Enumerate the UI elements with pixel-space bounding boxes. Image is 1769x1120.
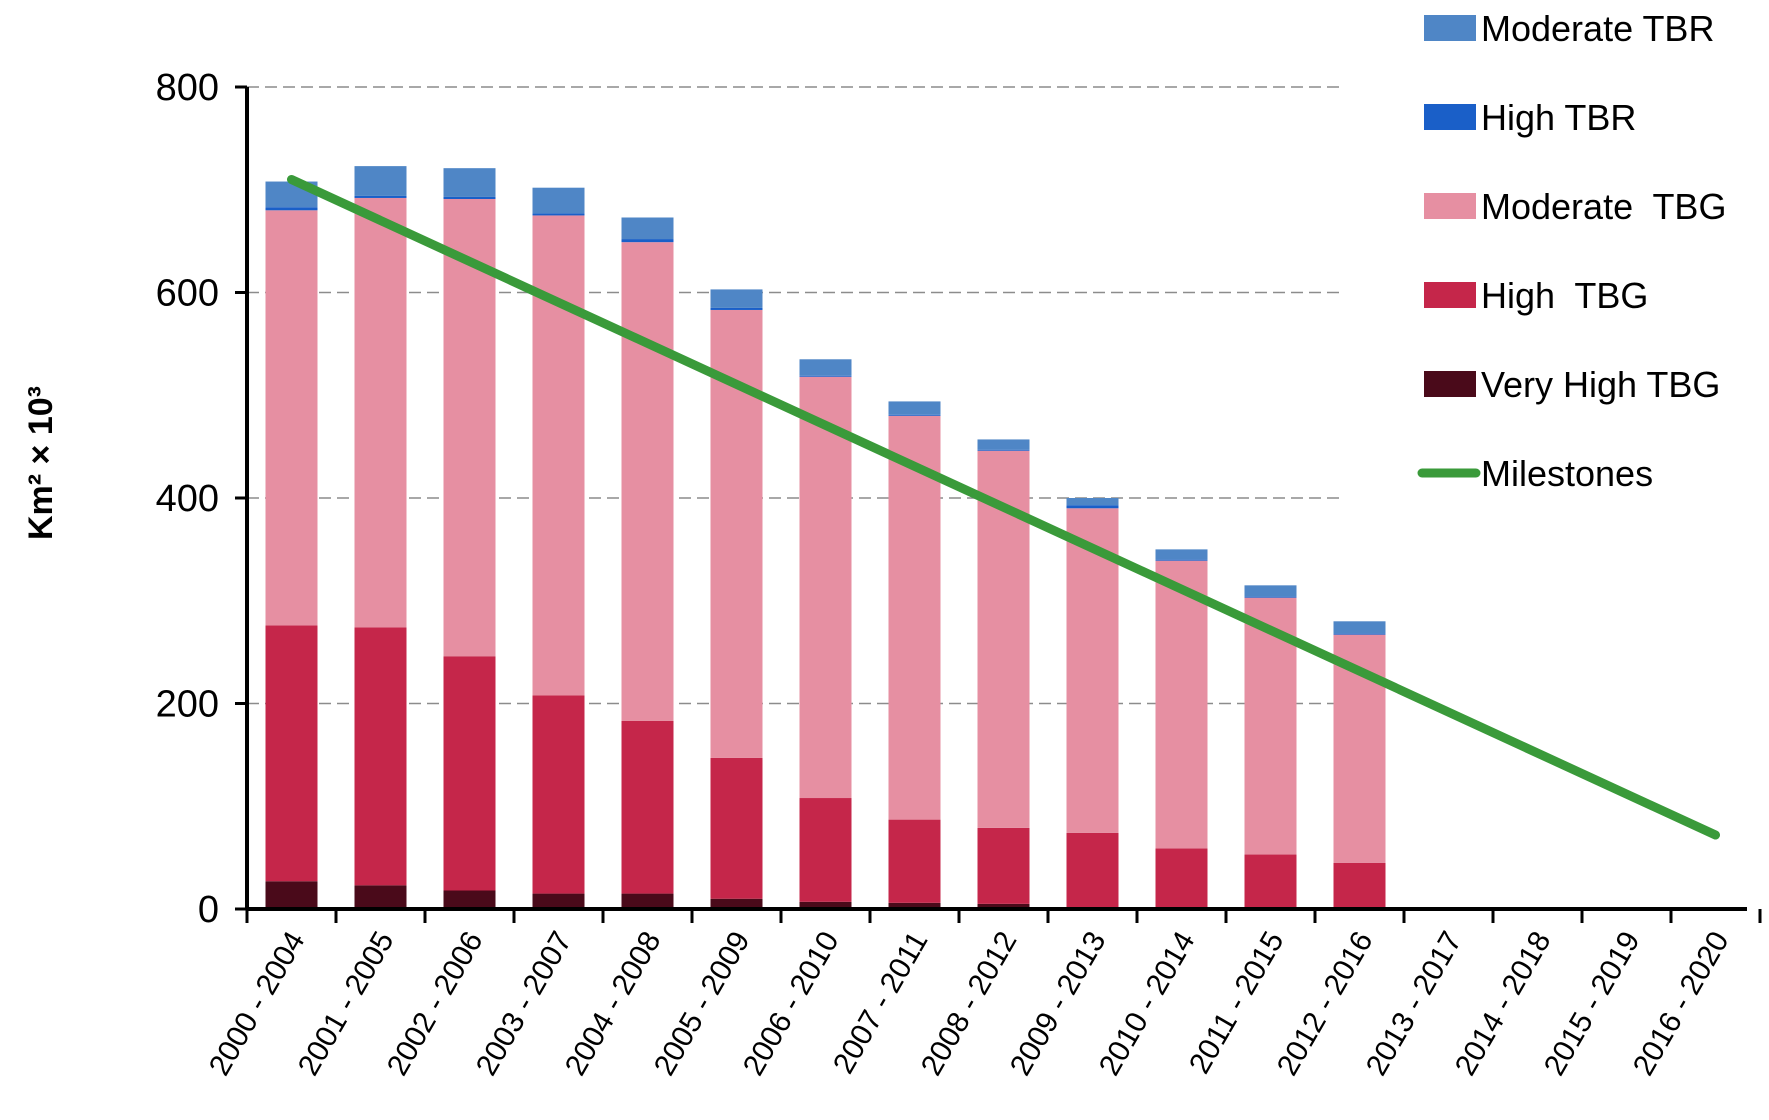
bar-high-tbr-2001-2005	[354, 195, 407, 198]
y-tick-label-800: 800	[156, 67, 219, 109]
bar-moderate-tbr-2008-2012	[977, 439, 1030, 450]
legend-swatch-very-high-tbg	[1424, 371, 1476, 397]
legend-label-high-tbg: High TBG	[1481, 275, 1648, 316]
bar-moderate-tbg-2002-2006	[443, 198, 496, 657]
bar-moderate-tbg-2004-2008	[621, 242, 674, 721]
legend-label-milestones: Milestones	[1481, 453, 1653, 494]
bar-moderate-tbr-2003-2007	[532, 187, 585, 214]
x-tick-label-2007-2011: 2007 - 2011	[827, 926, 935, 1079]
bar-moderate-tbr-2005-2009	[710, 289, 763, 308]
bar-very-high-tbg-2003-2007	[532, 893, 585, 909]
bar-high-tbg-2008-2012	[977, 827, 1030, 904]
legend-label-very-high-tbg: Very High TBG	[1481, 364, 1720, 405]
bar-very-high-tbg-2001-2005	[354, 885, 407, 909]
bar-moderate-tbr-2011-2015	[1244, 585, 1297, 597]
bar-moderate-tbr-2001-2005	[354, 166, 407, 196]
bar-high-tbr-2008-2012	[977, 449, 1030, 451]
bar-moderate-tbg-2003-2007	[532, 215, 585, 696]
bar-high-tbg-2011-2015	[1244, 854, 1297, 908]
bar-high-tbr-2006-2010	[799, 375, 852, 377]
bar-high-tbg-2001-2005	[354, 627, 407, 886]
bar-high-tbg-2006-2010	[799, 798, 852, 902]
milestones-line	[287, 174, 1720, 840]
bar-moderate-tbg-2006-2010	[799, 376, 852, 799]
bar-very-high-tbg-2005-2009	[710, 898, 763, 909]
bar-high-tbr-2010-2014	[1155, 559, 1208, 561]
bar-very-high-tbg-2004-2008	[621, 893, 674, 909]
bar-high-tbr-2007-2011	[888, 414, 941, 416]
bar-high-tbr-2002-2006	[443, 196, 496, 199]
y-axis-title: Km² × 10³	[22, 386, 60, 540]
y-tick-label-400: 400	[156, 478, 219, 520]
bar-very-high-tbg-2008-2012	[977, 903, 1030, 909]
bar-high-tbg-2000-2004	[265, 625, 318, 882]
bar-high-tbg-2007-2011	[888, 819, 941, 903]
y-ticks: 0 200 400 600 800	[156, 67, 247, 931]
bar-moderate-tbg-2007-2011	[888, 415, 941, 820]
bar-high-tbr-2003-2007	[532, 213, 585, 216]
bar-moderate-tbr-2010-2014	[1155, 549, 1208, 560]
bar-high-tbr-2012-2016	[1333, 633, 1386, 635]
bar-high-tbg-2005-2009	[710, 757, 763, 899]
legend-swatch-high-tbg	[1424, 282, 1476, 308]
legend-label-moderate-tbr: Moderate TBR	[1481, 8, 1714, 49]
legend-label-high-tbr: High TBR	[1481, 97, 1636, 138]
bar-moderate-tbg-2010-2014	[1155, 560, 1208, 849]
bar-moderate-tbg-2000-2004	[265, 210, 318, 626]
bar-high-tbg-2009-2013	[1066, 832, 1119, 908]
bar-high-tbg-2002-2006	[443, 656, 496, 891]
legend-swatch-moderate-tbr	[1424, 15, 1476, 41]
legend: Moderate TBR High TBR Moderate TBG High TBG…	[1417, 8, 1726, 494]
bar-moderate-tbr-2002-2006	[443, 168, 496, 197]
bar-moderate-tbr-2009-2013	[1066, 498, 1119, 506]
bar-high-tbg-2004-2008	[621, 720, 674, 894]
legend-swatch-high-tbr	[1424, 104, 1476, 130]
bar-moderate-tbg-2009-2013	[1066, 508, 1119, 833]
bar-moderate-tbr-2006-2010	[799, 359, 852, 376]
bar-moderate-tbr-2012-2016	[1333, 621, 1386, 634]
bar-high-tbr-2004-2008	[621, 239, 674, 243]
bar-high-tbr-2005-2009	[710, 307, 763, 310]
gridlines	[247, 86, 1345, 705]
bar-stacks	[265, 166, 1386, 909]
y-tick-label-0: 0	[198, 889, 219, 931]
y-tick-label-600: 600	[156, 273, 219, 315]
bar-moderate-tbr-2007-2011	[888, 401, 941, 415]
y-tick-label-200: 200	[156, 684, 219, 726]
bar-moderate-tbg-2001-2005	[354, 197, 407, 628]
bar-high-tbg-2003-2007	[532, 695, 585, 894]
legend-swatch-moderate-tbg	[1424, 193, 1476, 219]
bar-very-high-tbg-2002-2006	[443, 890, 496, 909]
bar-high-tbr-2009-2013	[1066, 505, 1119, 509]
bar-high-tbr-2000-2004	[265, 207, 318, 211]
bar-very-high-tbg-2000-2004	[265, 881, 318, 909]
bar-high-tbr-2011-2015	[1244, 596, 1297, 598]
bar-moderate-tbr-2004-2008	[621, 217, 674, 240]
bar-very-high-tbg-2007-2011	[888, 902, 941, 909]
legend-label-moderate-tbg: Moderate TBG	[1481, 186, 1726, 227]
x-tick-label-2016-2020: 2016 - 2020	[1627, 926, 1736, 1081]
x-tick-label-2011-2015: 2011 - 2015	[1183, 926, 1291, 1079]
milestones-layer	[287, 174, 1720, 840]
bar-very-high-tbg-2006-2010	[799, 901, 852, 909]
bar-high-tbg-2010-2014	[1155, 848, 1208, 908]
bar-high-tbg-2012-2016	[1333, 862, 1386, 908]
